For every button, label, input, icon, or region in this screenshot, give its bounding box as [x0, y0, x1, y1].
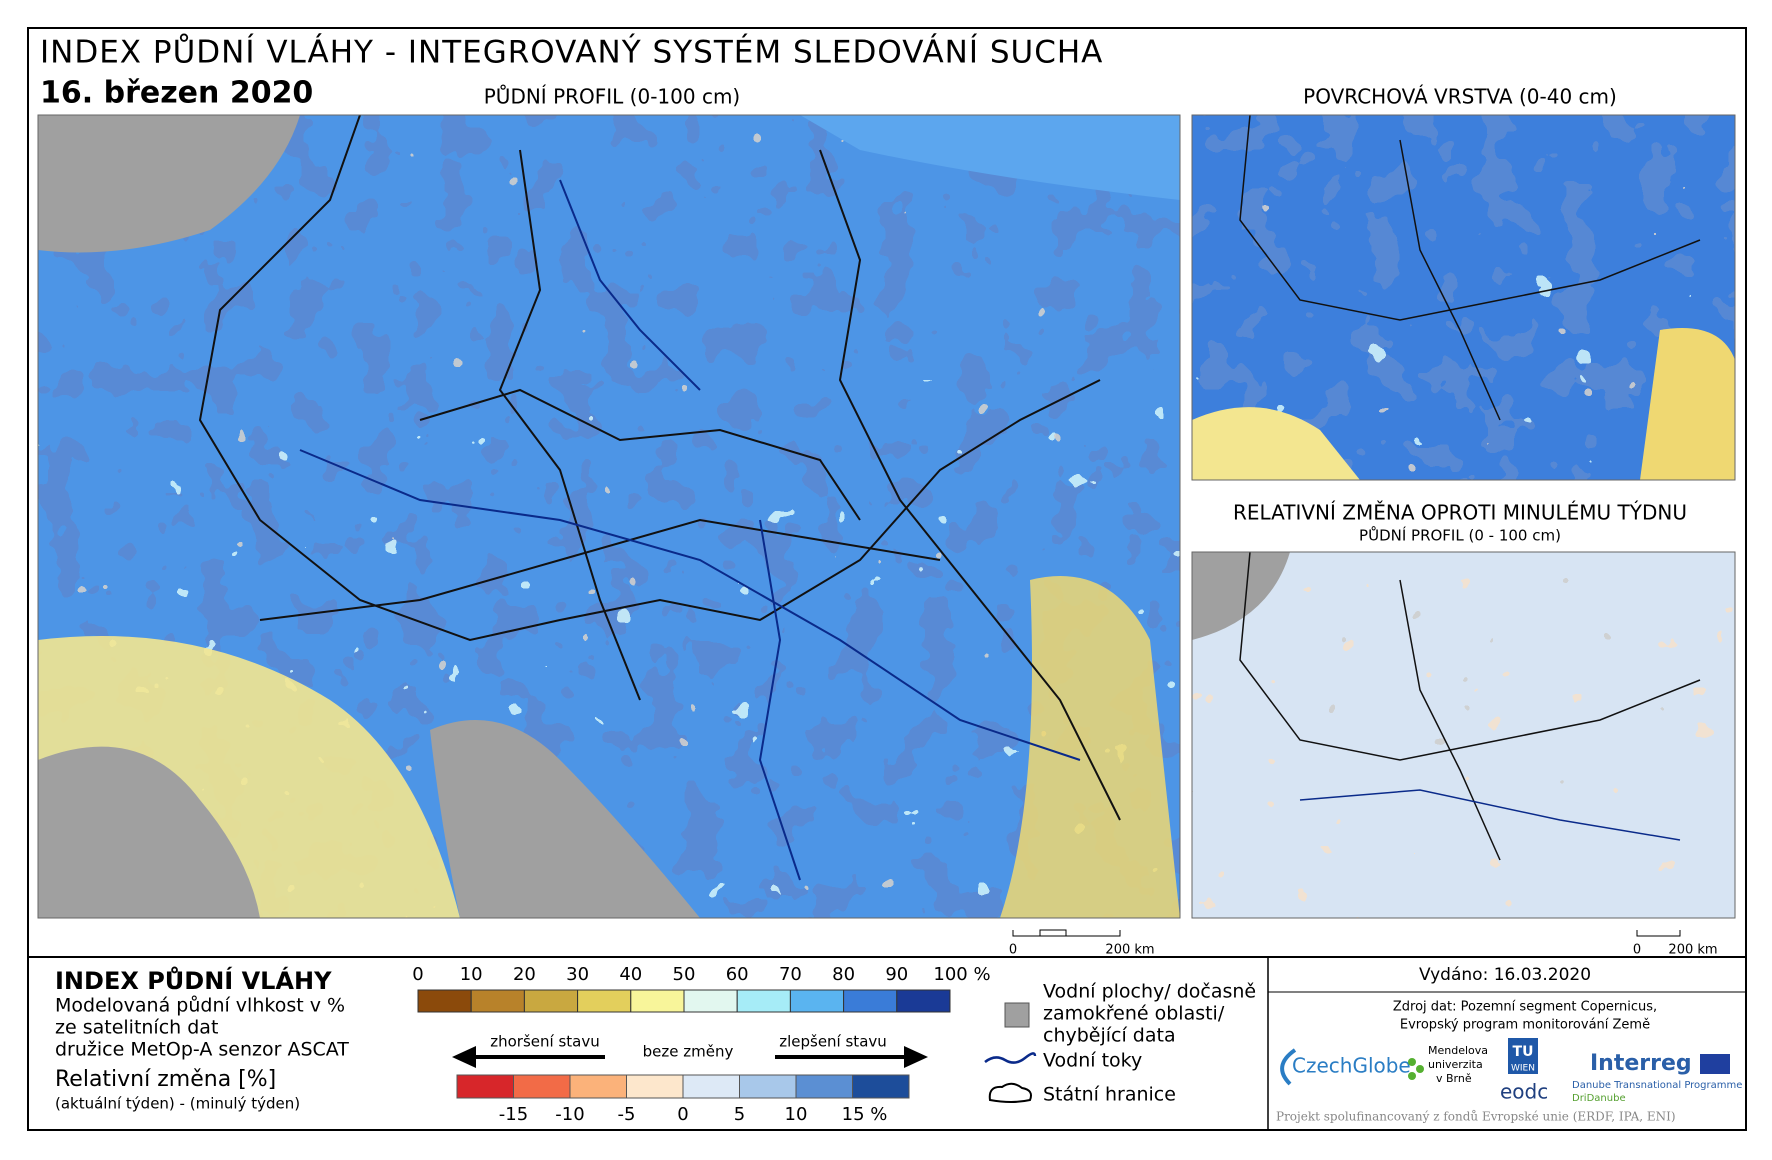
legend-label: chybějící data: [1043, 1025, 1176, 1047]
change-map: [1192, 552, 1735, 918]
colorbar-label: 5: [734, 1104, 745, 1125]
legend-label: Vodní plochy/ dočasně: [1043, 981, 1256, 1003]
arrow-label: beze změny: [643, 1043, 734, 1061]
logo-text: DriDanube: [1572, 1093, 1626, 1104]
swatch: [626, 1074, 684, 1099]
legend-label: Státní hranice: [1043, 1084, 1176, 1106]
scale-label: 200 km: [1105, 943, 1154, 958]
scale-label: 0: [1009, 943, 1017, 958]
colorbar-label: 15 %: [842, 1104, 888, 1125]
logos: CzechGlobe Mendelova univerzita v Brně T…: [1280, 1038, 1742, 1104]
logo-text: CzechGlobe: [1292, 1054, 1411, 1078]
swatch: [789, 989, 845, 1013]
swatch: [896, 989, 951, 1013]
legend-line: Modelovaná půdní vlhkost v %: [55, 995, 345, 1017]
colorbar-label: 0: [412, 964, 423, 985]
main-map: [38, 115, 1180, 918]
legend-line: družice MetOp-A senzor ASCAT: [55, 1039, 349, 1061]
map-border: [37, 114, 1181, 919]
map-subtitle: PŮDNÍ PROFIL (0 - 100 cm): [1359, 526, 1561, 545]
footer: Projekt spolufinancovaný z fondů Evropsk…: [1276, 1109, 1676, 1124]
logo-text: Danube Transnational Programme: [1572, 1080, 1742, 1091]
colorbar-label: 10: [460, 964, 483, 985]
colorbar-label: 90: [885, 964, 908, 985]
swatch: [456, 1074, 514, 1099]
legend-title: INDEX PŮDNÍ VLÁHY: [55, 965, 332, 995]
legend-label: Vodní toky: [1043, 1050, 1142, 1072]
swatch: [417, 989, 472, 1013]
colorbar-label: 40: [619, 964, 642, 985]
legend-title: Relativní změna [%]: [55, 1067, 276, 1092]
colorbar-label: 10: [785, 1104, 808, 1125]
logo-text: Mendelova: [1428, 1044, 1488, 1057]
scale-bar: 0 200 km 0 200 km: [1009, 929, 1718, 958]
swatch: [739, 1074, 797, 1099]
logo-text: WIEN: [1511, 1064, 1535, 1074]
logo-text: eodc: [1500, 1080, 1548, 1104]
map-border: [1191, 114, 1736, 481]
swatch: [682, 1074, 740, 1099]
swatch: [683, 989, 738, 1013]
swatch: [736, 989, 791, 1013]
swatch: [843, 989, 898, 1013]
map-border: [1191, 551, 1736, 919]
swatch: [577, 989, 632, 1013]
swatch: [795, 1074, 853, 1099]
source: Evropský program monitorování Země: [1400, 1018, 1650, 1033]
colorbar-label: 30: [566, 964, 589, 985]
moisture-colorbar: 0 10 20 30 40 50 60 70 80 90 100 %: [412, 964, 991, 1013]
swatch: [513, 1074, 571, 1099]
logo-text: v Brně: [1436, 1072, 1472, 1085]
scale-label: 200 km: [1668, 943, 1717, 958]
date: 16. březen 2020: [40, 76, 313, 111]
colorbar-label: 0: [677, 1104, 688, 1125]
swatch: [852, 1074, 910, 1099]
change-colorbar: -15 -10 -5 0 5 10 15 %: [456, 1074, 910, 1125]
map-title: RELATIVNÍ ZMĚNA OPROTI MINULÉMU TÝDNU: [1233, 501, 1687, 525]
legend-line: ze satelitních dat: [55, 1017, 218, 1039]
colorbar-label: 80: [832, 964, 855, 985]
logo-text: Interreg: [1590, 1051, 1692, 1076]
colorbar-label: -5: [618, 1104, 636, 1125]
map-title: PŮDNÍ PROFIL (0-100 cm): [484, 85, 740, 109]
colorbar-label: 50: [673, 964, 696, 985]
colorbar-label: 20: [513, 964, 536, 985]
title: INDEX PŮDNÍ VLÁHY - INTEGROVANÝ SYSTÉM S…: [40, 34, 1103, 71]
colorbar-label: 60: [726, 964, 749, 985]
arrow-label: zlepšení stavu: [779, 1033, 887, 1051]
colorbar-label: 70: [779, 964, 802, 985]
symbol-legend: Vodní plochy/ dočasně zamokřené oblasti/…: [984, 981, 1256, 1106]
map-title: POVRCHOVÁ VRSTVA (0-40 cm): [1303, 85, 1617, 109]
logo-text: univerzita: [1428, 1058, 1483, 1071]
arrow-label: zhoršení stavu: [490, 1033, 599, 1051]
swatch: [630, 989, 685, 1013]
source: Zdroj dat: Pozemní segment Copernicus,: [1393, 1000, 1657, 1015]
colorbar-label: 100 %: [933, 964, 990, 985]
swatch: [523, 989, 579, 1013]
legend-line: (aktuální týden) - (minulý týden): [55, 1095, 300, 1113]
issued: Vydáno: 16.03.2020: [1419, 965, 1591, 985]
scale-label: 0: [1633, 943, 1641, 958]
surface-map: [1192, 115, 1735, 480]
logo-text: TU: [1513, 1044, 1534, 1060]
legend-label: zamokřené oblasti/: [1043, 1003, 1225, 1025]
colorbar-label: -15: [499, 1104, 528, 1125]
swatch: [569, 1074, 627, 1099]
swatch: [470, 989, 525, 1013]
colorbar-label: -10: [555, 1104, 584, 1125]
arrows: zhoršení stavu beze změny zlepšení stavu: [452, 1033, 928, 1068]
